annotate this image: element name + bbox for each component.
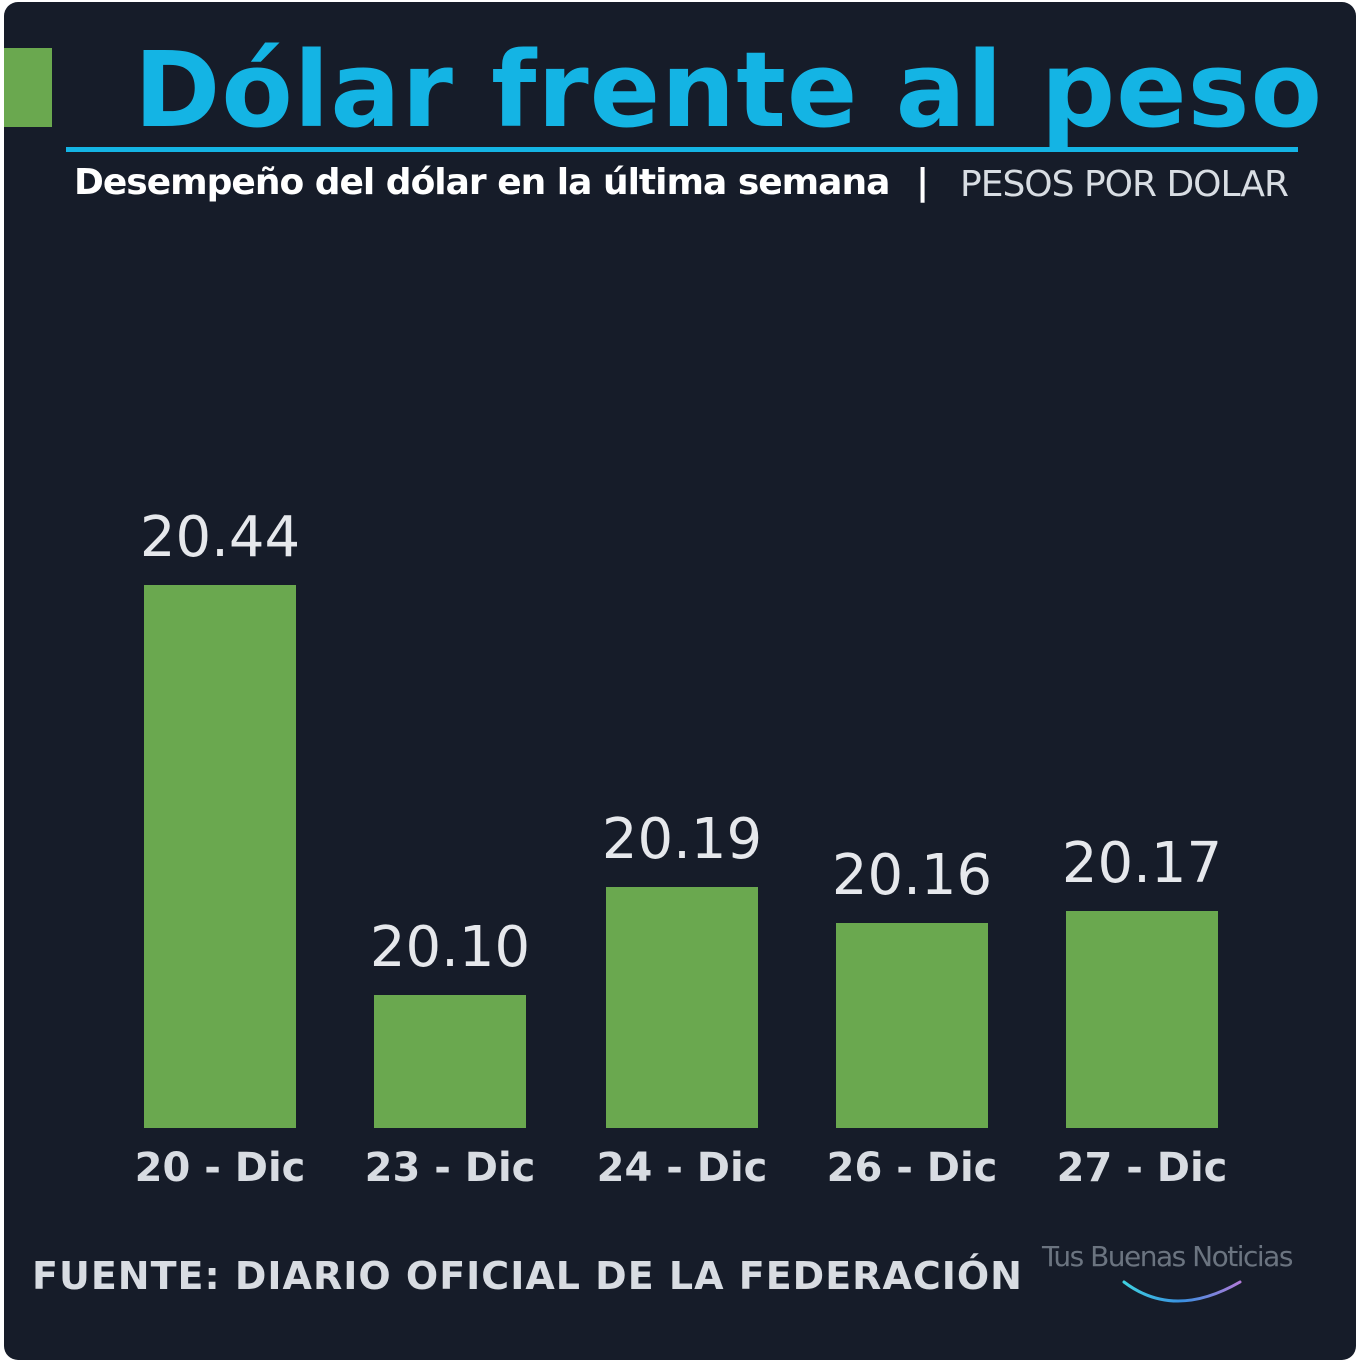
infographic-card: Dólar frente al peso Desempeño del dólar… bbox=[4, 2, 1356, 1360]
chart-title: Dólar frente al peso bbox=[134, 29, 1324, 151]
source-note: FUENTE: DIARIO OFICIAL DE LA FEDERACIÓN bbox=[32, 1254, 1023, 1298]
logo-text: Tus Buenas Noticias bbox=[1042, 1240, 1293, 1273]
category-label: 24 - Dic bbox=[596, 1145, 768, 1191]
chart-subtitle: Desempeño del dólar en la última semana bbox=[74, 162, 890, 203]
smile-arc-icon bbox=[1122, 1280, 1242, 1303]
value-label: 20.16 bbox=[831, 843, 993, 908]
value-label: 20.44 bbox=[139, 505, 301, 571]
category-label: 20 - Dic bbox=[134, 1145, 306, 1191]
subtitle-separator: | bbox=[916, 162, 930, 203]
title-underline bbox=[66, 147, 1298, 152]
unit-label: PESOS POR DOLAR bbox=[960, 164, 1289, 205]
bar bbox=[374, 995, 526, 1128]
bar bbox=[144, 585, 296, 1128]
category-label: 27 - Dic bbox=[1056, 1145, 1228, 1191]
value-label: 20.19 bbox=[601, 806, 763, 872]
category-label: 26 - Dic bbox=[826, 1145, 998, 1191]
bar bbox=[606, 886, 758, 1128]
value-label: 20.17 bbox=[1061, 830, 1223, 896]
category-label: 23 - Dic bbox=[364, 1145, 536, 1191]
bar bbox=[836, 923, 988, 1128]
brand-logo: Tus Buenas Noticias bbox=[1042, 1240, 1332, 1310]
accent-block bbox=[4, 48, 52, 127]
value-label: 20.10 bbox=[369, 915, 531, 981]
bar bbox=[1066, 910, 1218, 1128]
